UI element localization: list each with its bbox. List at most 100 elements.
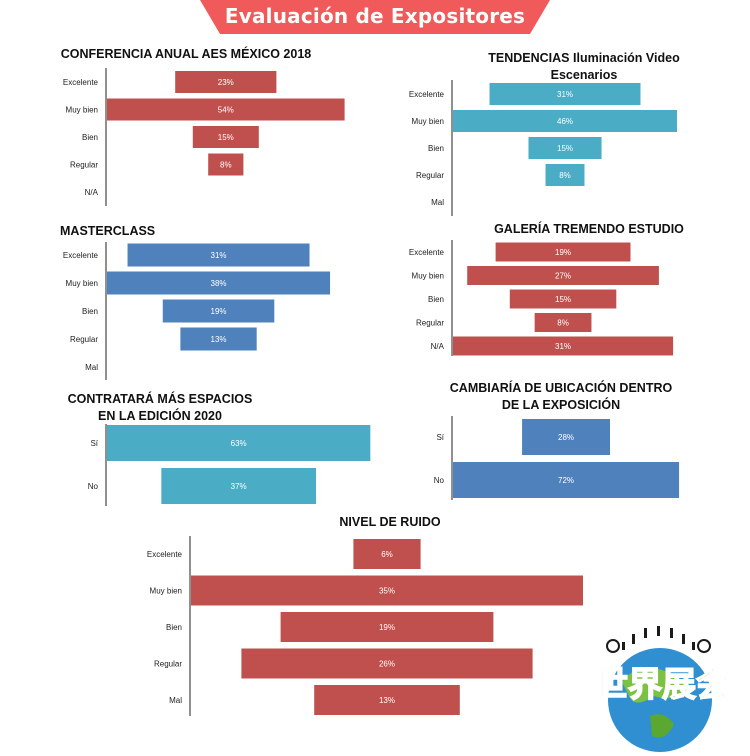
chart-0: Excelente Muy bien Bien Regular N/A 23% 54% 15%… (63, 68, 345, 206)
category-label: Mal (85, 363, 98, 372)
data-label: 15% (218, 133, 234, 142)
category-label: Regular (70, 161, 98, 170)
category-label: Bien (82, 307, 98, 316)
chart-5: Sí No 28% 72% (434, 416, 680, 500)
category-label: Sí (90, 439, 98, 448)
data-label: 13% (379, 696, 395, 705)
category-label: Excelente (63, 251, 99, 260)
bar (175, 71, 277, 93)
chart-2: Excelente Muy bien Bien Regular Mal 31% 38% 19%… (63, 242, 331, 380)
category-label: N/A (85, 188, 99, 197)
bar (191, 575, 583, 606)
bar (107, 271, 331, 295)
header-banner (200, 0, 550, 34)
svg-text:世界展会: 世界展会 (594, 665, 730, 705)
page-title: Evaluación de Expositores (224, 4, 526, 28)
category-label: Excelente (63, 78, 99, 87)
data-label: 31% (211, 251, 227, 260)
data-label: 6% (381, 550, 393, 559)
data-label: 72% (558, 476, 574, 485)
data-label: 19% (555, 248, 571, 257)
chart-title-galeria: GALERÍA TREMENDO ESTUDIO (494, 222, 684, 236)
category-label: Muy bien (412, 272, 444, 281)
data-label: 19% (211, 307, 227, 316)
data-label: 8% (220, 161, 232, 170)
chart-title-cambiaria: CAMBIARÍA DE UBICACIÓN DENTRO DE LA EXPO… (449, 381, 673, 412)
bar (107, 425, 371, 461)
data-label: 8% (557, 319, 569, 328)
category-label: Regular (154, 660, 182, 669)
category-label: Regular (70, 335, 98, 344)
chart-1: Excelente Muy bien Bien Regular Mal 31% 46% 15%… (409, 80, 678, 216)
bar (280, 612, 494, 642)
bar (522, 419, 610, 455)
data-label: 15% (555, 295, 571, 304)
data-label: 13% (211, 335, 227, 344)
category-label: Regular (416, 319, 444, 328)
category-label: Excelente (409, 248, 445, 257)
data-label: 31% (557, 90, 573, 99)
chart-title-tendencias: TENDENCIAS Iluminación Video Escenarios (488, 51, 680, 82)
category-label: Excelente (147, 550, 183, 559)
data-label: 54% (218, 106, 234, 115)
category-label: Excelente (409, 90, 445, 99)
chart-4: Sí No 63% 37% (88, 424, 371, 506)
category-label: Bien (428, 295, 444, 304)
bar (509, 289, 617, 309)
bar (545, 164, 585, 186)
data-label: 35% (379, 587, 395, 596)
category-label: No (88, 482, 99, 491)
category-label: Muy bien (150, 587, 182, 596)
bar (208, 153, 244, 176)
chart-title-masterclass: MASTERCLASS (60, 224, 156, 238)
bar (495, 242, 631, 262)
chart-title-conferencia: CONFERENCIA ANUAL AES MÉXICO 2018 (60, 47, 312, 61)
data-label: 37% (231, 482, 247, 491)
data-label: 63% (231, 439, 247, 448)
chart-title-nivel-de-ruido: NIVEL DE RUIDO (339, 515, 441, 529)
bar (162, 299, 275, 323)
data-label: 26% (379, 660, 395, 669)
data-label: 19% (379, 623, 395, 632)
bar (453, 110, 678, 132)
category-label: N/A (431, 342, 445, 351)
world-expo-logo: 世界展会 (593, 626, 731, 752)
chart-title-contratara: CONTRATARÁ MÁS ESPACIOS EN LA EDICIÓN 20… (67, 392, 253, 423)
bar (528, 137, 602, 159)
category-label: Sí (436, 433, 444, 442)
bar (453, 336, 674, 356)
category-label: Mal (431, 198, 444, 207)
bar (180, 327, 257, 351)
bar (453, 462, 680, 498)
data-label: 27% (555, 272, 571, 281)
data-label: 8% (559, 171, 571, 180)
bar (534, 313, 592, 332)
bar (314, 685, 460, 715)
bar (127, 243, 310, 267)
category-label: Muy bien (412, 117, 444, 126)
category-label: Muy bien (66, 279, 98, 288)
data-label: 28% (558, 433, 574, 442)
bar (161, 468, 316, 504)
category-label: Bien (82, 133, 98, 142)
bar (192, 126, 259, 148)
bar (107, 98, 345, 121)
chart-6: Excelente Muy bien Bien Regular Mal 6% 35% 19% 2… (147, 536, 583, 716)
chart-3: Excelente Muy bien Bien Regular N/A 19% 27% 15%… (409, 240, 674, 356)
category-label: No (434, 476, 445, 485)
category-label: Regular (416, 171, 444, 180)
bar (489, 83, 641, 105)
bar (353, 539, 421, 569)
data-label: 46% (557, 117, 573, 126)
data-label: 38% (211, 279, 227, 288)
bar (241, 648, 533, 679)
category-label: Mal (169, 696, 182, 705)
category-label: Bien (166, 623, 182, 632)
category-label: Bien (428, 144, 444, 153)
bar (467, 266, 659, 285)
data-label: 23% (218, 78, 234, 87)
data-label: 31% (555, 342, 571, 351)
category-label: Muy bien (66, 106, 98, 115)
data-label: 15% (557, 144, 573, 153)
